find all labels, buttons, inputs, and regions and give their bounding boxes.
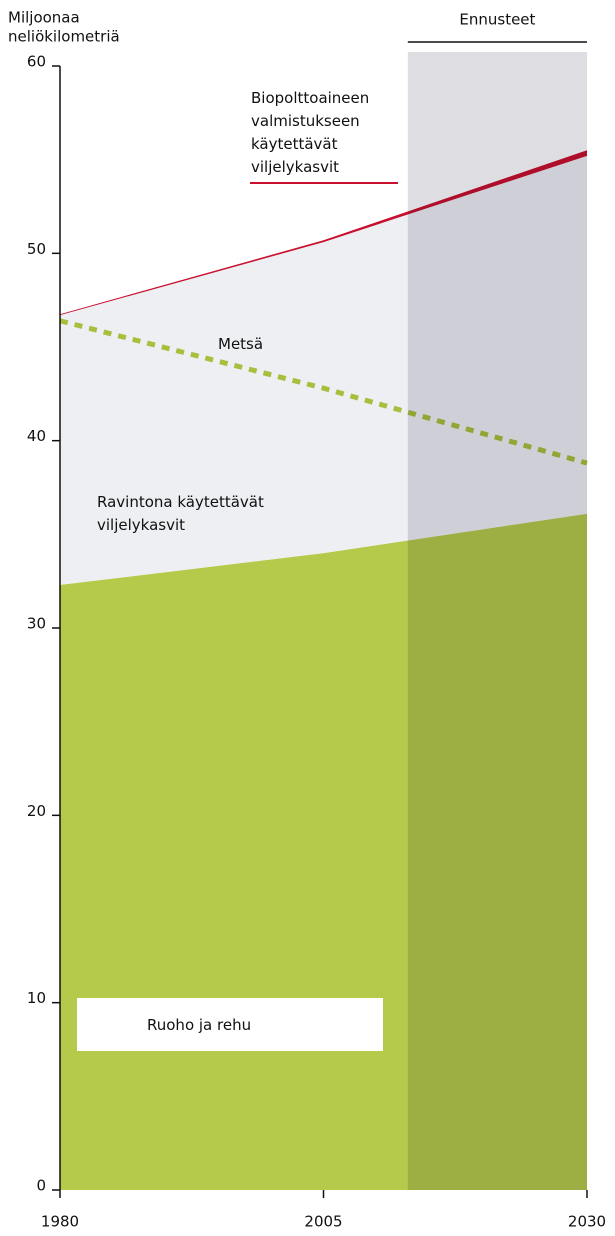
x-tick-label: 2005	[304, 1213, 342, 1231]
series-label: Ravintona käytettävät viljelykasvit	[97, 493, 264, 534]
label-line: Ravintona käytettävät	[97, 493, 264, 511]
label-line: Ruoho ja rehu	[147, 1016, 251, 1034]
forecast-region	[407, 52, 587, 1190]
y-tick-label: 0	[36, 1177, 46, 1195]
label-line: Metsä	[218, 335, 263, 353]
x-tick-label: 2030	[568, 1213, 606, 1231]
label-line: Biopolttoaineen	[251, 89, 369, 107]
label-line: viljelykasvit	[97, 516, 185, 534]
label-box	[77, 998, 383, 1051]
y-tick-label: 10	[27, 989, 46, 1007]
y-tick-label: 30	[27, 615, 46, 633]
series-label: Biopolttoaineen valmistukseen käytettävät v…	[251, 89, 369, 176]
series-label: Ruoho ja rehu	[147, 1016, 251, 1034]
label-line: viljelykasvit	[251, 158, 339, 176]
y-tick-label: 50	[27, 240, 46, 258]
y-tick-label: 60	[27, 53, 46, 71]
x-tick-label: 1980	[41, 1213, 79, 1231]
y-axis-label: neliökilometriä	[8, 28, 120, 46]
label-line: valmistukseen	[251, 112, 360, 130]
y-tick-label: 40	[27, 427, 46, 445]
series-label: Metsä	[218, 335, 263, 353]
forecast-label: Ennusteet	[459, 11, 535, 29]
y-tick-label: 20	[27, 802, 46, 820]
label-line: käytettävät	[251, 135, 338, 153]
y-axis-label: Miljoonaa	[8, 9, 80, 27]
